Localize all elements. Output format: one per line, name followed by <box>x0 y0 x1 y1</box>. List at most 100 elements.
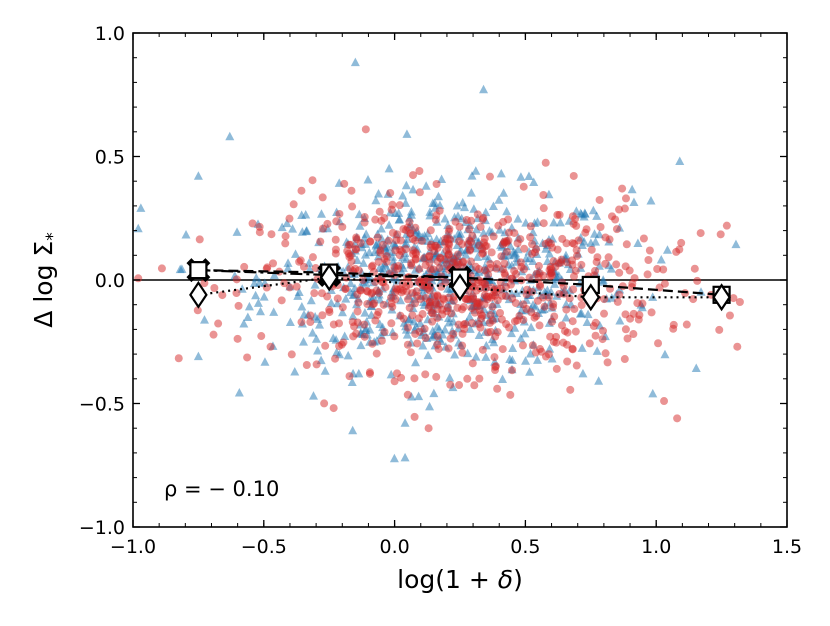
blue-triangle-point <box>225 131 235 141</box>
red-circle-point <box>338 222 347 231</box>
red-circle-point <box>486 327 495 336</box>
blue-triangle-point <box>656 254 666 264</box>
blue-triangle-point <box>547 353 557 363</box>
red-circle-point <box>612 260 621 269</box>
red-circle-point <box>510 228 519 237</box>
red-circle-point <box>325 308 334 317</box>
blue-triangle-point <box>660 349 670 359</box>
red-circle-point <box>281 239 290 248</box>
blue-triangle-point <box>545 344 555 353</box>
blue-triangle-point <box>374 188 384 198</box>
red-circle-point <box>393 230 402 239</box>
red-circle-point <box>598 335 607 344</box>
red-circle-point <box>444 344 453 353</box>
red-circle-point <box>491 362 500 371</box>
blue-triangle-point <box>365 325 375 334</box>
red-circle-point <box>479 213 488 222</box>
blue-triangle-point <box>524 171 534 180</box>
red-circle-point <box>465 225 474 234</box>
red-circle-point <box>622 240 631 249</box>
blue-triangle-point <box>384 220 394 229</box>
blue-triangle-point <box>291 249 301 258</box>
red-circle-point <box>299 262 308 271</box>
blue-triangle-point <box>633 238 643 248</box>
blue-triangle-point <box>384 163 394 173</box>
red-circle-point <box>504 215 513 224</box>
red-circle-point <box>612 225 621 234</box>
blue-triangle-point <box>691 363 701 373</box>
red-circle-point <box>335 319 344 328</box>
blue-triangle-point <box>348 425 358 435</box>
red-circle-point <box>696 229 705 238</box>
red-circle-point <box>458 240 467 249</box>
blue-triangle-point <box>408 184 418 194</box>
red-circle-point <box>429 265 438 274</box>
red-circle-point <box>595 195 604 204</box>
blue-triangle-point <box>181 229 191 239</box>
blue-triangle-point <box>308 328 318 337</box>
red-circle-point <box>200 279 209 288</box>
red-circle-point <box>418 310 427 319</box>
red-circle-point <box>546 264 555 273</box>
red-circle-point <box>618 184 627 193</box>
red-circle-point <box>516 235 525 244</box>
red-circle-point <box>539 190 548 199</box>
red-circle-point <box>255 228 264 237</box>
red-circle-point <box>729 294 738 303</box>
red-circle-point <box>285 283 294 292</box>
red-circle-point <box>388 302 397 311</box>
red-circle-point <box>372 286 381 295</box>
diamond-marker <box>581 283 601 312</box>
red-circle-point <box>488 302 497 311</box>
red-circle-point <box>644 256 653 265</box>
red-circle-point <box>292 282 301 291</box>
red-circle-point <box>577 300 586 309</box>
blue-triangle-point <box>467 171 477 180</box>
blue-triangle-point <box>133 223 143 233</box>
red-circle-point <box>500 237 509 246</box>
blue-triangle-point <box>516 333 526 343</box>
red-circle-point <box>513 316 522 325</box>
red-circle-point <box>552 338 561 347</box>
red-circle-point <box>406 348 415 357</box>
red-circle-point <box>486 311 495 320</box>
red-circle-point <box>677 238 686 247</box>
red-circle-point <box>555 210 564 219</box>
blue-triangle-point <box>348 311 358 320</box>
red-circle-point <box>248 219 257 228</box>
red-circle-point <box>413 339 422 348</box>
red-circle-point <box>431 215 440 224</box>
blue-triangle-point <box>458 197 468 207</box>
blue-triangle-point <box>404 314 414 323</box>
red-circle-point <box>287 350 296 359</box>
red-circle-point <box>552 332 561 341</box>
red-circle-point <box>673 414 682 423</box>
red-circle-point <box>390 332 399 341</box>
red-circle-point <box>660 397 669 406</box>
red-circle-point <box>377 216 386 225</box>
blue-triangle-point <box>282 218 292 228</box>
red-circle-point <box>572 361 581 370</box>
blue-triangle-point <box>440 213 450 223</box>
red-circle-point <box>281 232 290 241</box>
red-circle-point <box>581 228 590 237</box>
red-circle-point <box>603 358 612 367</box>
red-circle-point <box>620 355 629 364</box>
red-circle-point <box>240 262 249 271</box>
blue-triangle-point <box>526 348 536 358</box>
blue-triangle-point <box>346 278 356 288</box>
blue-triangle-point <box>249 278 259 288</box>
blue-triangle-point <box>415 318 425 328</box>
blue-triangle-point <box>255 306 265 316</box>
red-circle-point <box>410 412 419 421</box>
red-circle-point <box>541 158 550 167</box>
red-circle-point <box>716 230 725 239</box>
red-circle-point <box>535 321 544 330</box>
red-circle-point <box>362 287 371 296</box>
blue-triangle-point <box>425 401 435 411</box>
blue-triangle-point <box>629 197 639 207</box>
blue-triangle-point <box>529 177 539 187</box>
red-circle-point <box>572 246 581 255</box>
red-circle-point <box>280 279 289 288</box>
red-circle-point <box>493 296 502 305</box>
